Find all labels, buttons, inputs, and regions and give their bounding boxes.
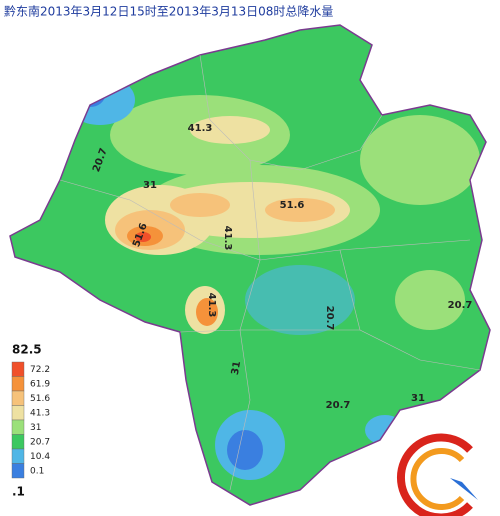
legend-swatch	[11, 463, 25, 479]
contour-label: 41.3	[222, 226, 233, 251]
legend-swatch	[11, 448, 25, 464]
legend-label: 10.4	[30, 452, 50, 462]
legend-max: 82.5	[12, 343, 42, 357]
logo	[397, 433, 478, 516]
contour-label: 41.3	[188, 123, 213, 134]
legend-swatch	[11, 405, 25, 421]
legend-label: 0.1	[30, 466, 44, 476]
contour-label: 20.7	[448, 300, 473, 311]
legend-swatch	[11, 376, 25, 392]
legend-swatch	[11, 390, 25, 406]
legend-label: 41.3	[30, 408, 50, 418]
contour-label: 31	[411, 393, 425, 404]
legend-label: 72.2	[30, 365, 50, 375]
map-title: 黔东南2013年3月12日15时至2013年3月13日08时总降水量	[4, 4, 333, 19]
legend-label: 31	[30, 423, 41, 433]
region-outline	[9, 24, 491, 506]
legend-swatch	[11, 361, 25, 377]
legend-swatch	[11, 419, 25, 435]
contour-label: 20.7	[326, 400, 351, 411]
contour-label: 51.6	[280, 200, 305, 211]
legend-swatch	[11, 434, 25, 450]
county-borders	[59, 54, 481, 491]
contour-label: 41.3	[206, 293, 217, 318]
contour-label: 31	[143, 180, 157, 191]
legend-min: .1	[12, 485, 25, 499]
legend-label: 61.9	[30, 379, 50, 389]
legend-label: 20.7	[30, 437, 50, 447]
legend-label: 51.6	[30, 394, 50, 404]
contour-label: 31	[230, 360, 243, 376]
contour-label: 20.7	[324, 306, 335, 331]
legend: 82.5 72.2 61.9 51.6 41.3 31 20.7 10.4 0.1 .1	[11, 343, 50, 499]
